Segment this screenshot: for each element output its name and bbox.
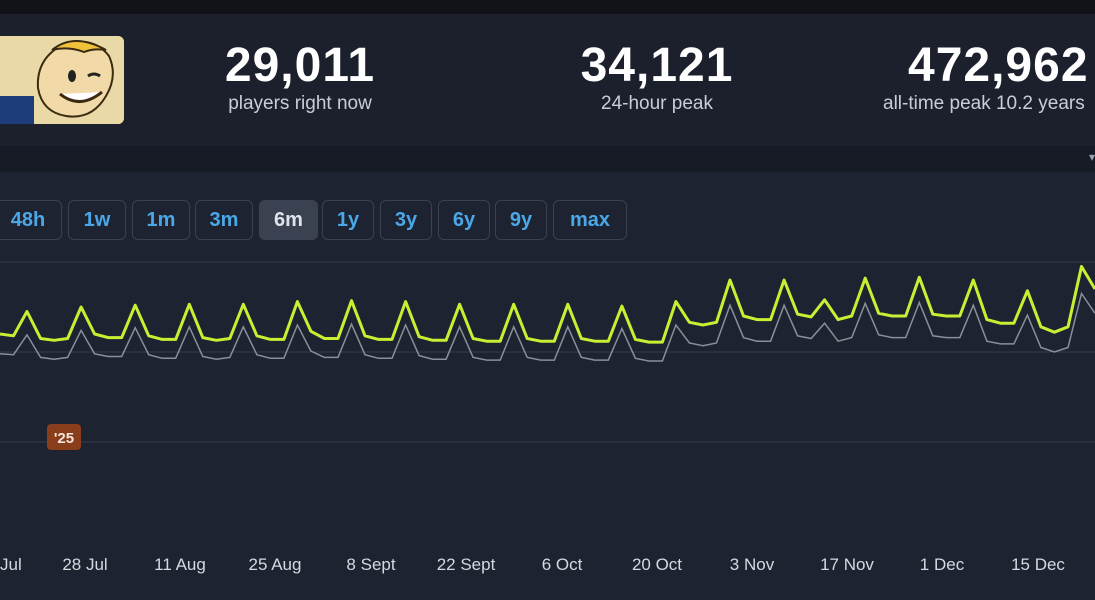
section-divider [0, 146, 1095, 172]
secondary-series-line [0, 291, 1095, 362]
range-button-max[interactable]: max [553, 200, 627, 240]
game-thumbnail: 4 [0, 36, 124, 124]
all-time-peak-label: all-time peak 10.2 years [883, 93, 1085, 114]
players-now-value: 29,011 [224, 39, 376, 92]
x-tick-label: 17 Nov [820, 555, 874, 574]
peak-24h-stat: 34,121 24-hour peak [557, 40, 757, 116]
x-tick-label: 3 Nov [730, 555, 775, 574]
x-tick-label: Jul [0, 555, 22, 574]
x-tick-label: 11 Aug [154, 555, 206, 574]
players-now-stat: 29,011 players right now [200, 40, 400, 116]
top-bar [0, 0, 1095, 14]
chart-gridlines [0, 261, 1095, 443]
year-annotation: '25 [47, 424, 81, 450]
peak-24h-label: 24-hour peak [601, 93, 713, 114]
annotation-label: '25 [54, 430, 74, 447]
x-axis-ticks: Jul 28 Jul 11 Aug 25 Aug 8 Sept 22 Sept 6 Oct 2… [0, 555, 1065, 574]
range-button-1m[interactable]: 1m [132, 200, 190, 240]
chevron-down-icon[interactable]: ▾ [1088, 150, 1095, 164]
range-button-6m[interactable]: 6m [259, 200, 318, 240]
all-time-peak-value: 472,962 [908, 39, 1089, 92]
players-now-label: players right now [228, 93, 372, 114]
chart-panel [0, 172, 1095, 600]
peak-24h-value: 34,121 [580, 39, 734, 92]
stats-panel: 4 29,011 players right now 34,121 24-hou… [0, 14, 1095, 146]
range-button-6y[interactable]: 6y [438, 200, 490, 240]
vault-boy-icon [0, 36, 124, 124]
x-tick-label: 1 Dec [920, 555, 965, 574]
x-tick-label: 6 Oct [542, 555, 583, 574]
range-button-3m[interactable]: 3m [195, 200, 253, 240]
all-time-peak-stat: 472,962 all-time peak 10.2 years [880, 40, 1095, 116]
x-tick-label: 25 Aug [249, 555, 302, 574]
range-button-48h[interactable]: 48h [0, 200, 62, 240]
x-tick-label: 8 Sept [346, 555, 395, 574]
x-tick-label: 15 Dec [1011, 555, 1065, 574]
x-tick-label: 28 Jul [62, 555, 107, 574]
range-button-1w[interactable]: 1w [68, 200, 126, 240]
x-tick-label: 22 Sept [437, 555, 496, 574]
range-button-9y[interactable]: 9y [495, 200, 547, 240]
range-button-3y[interactable]: 3y [380, 200, 432, 240]
range-button-1y[interactable]: 1y [322, 200, 374, 240]
main-series-line [0, 265, 1095, 344]
x-tick-label: 20 Oct [632, 555, 682, 574]
player-count-chart: '25 Jul 28 Jul 11 Aug 25 Aug 8 Sept 22 Sept 6 … [0, 261, 1095, 574]
